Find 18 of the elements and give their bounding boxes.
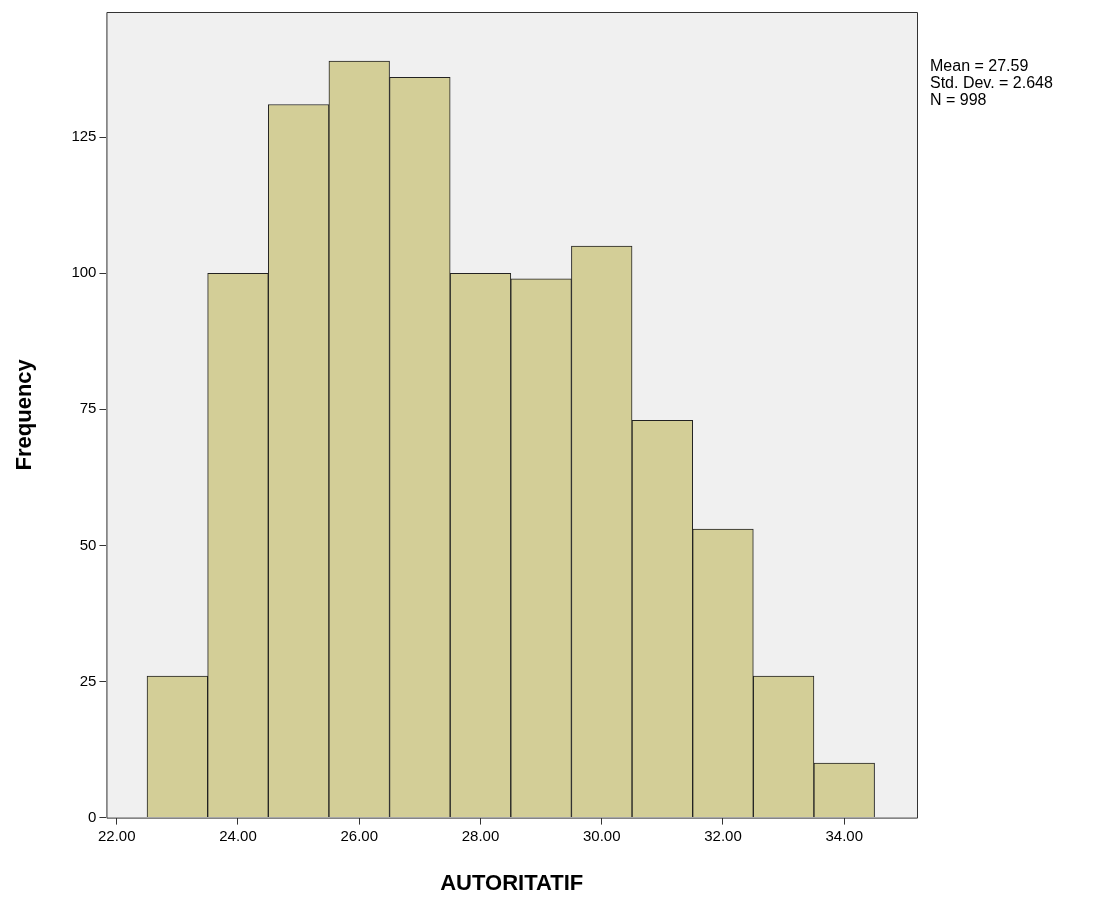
y-tick-label: 125 <box>71 127 97 145</box>
x-tick-label: 28.00 <box>461 826 500 844</box>
y-tick-label: 25 <box>79 671 97 689</box>
y-tick-label: 50 <box>79 535 97 553</box>
y-tick-label: 75 <box>79 399 97 417</box>
text: Mean = 27.59 <box>930 57 1029 75</box>
text: Std. Dev. = 2.648 <box>930 74 1053 92</box>
x-axis-title: AUTORITATIF <box>440 869 584 895</box>
y-axis-title: Frequency <box>11 358 37 471</box>
y-tick-label: 0 <box>88 807 97 825</box>
x-tick-label: 24.00 <box>219 826 257 844</box>
x-tick-label: 34.00 <box>825 826 864 844</box>
x-tick-label: 32.00 <box>704 826 742 844</box>
text: N = 998 <box>930 91 987 109</box>
x-tick-label: 26.00 <box>340 826 379 844</box>
x-tick-label: 22.00 <box>97 826 136 844</box>
x-tick-label: 30.00 <box>582 826 621 844</box>
y-tick-label: 100 <box>71 263 97 281</box>
